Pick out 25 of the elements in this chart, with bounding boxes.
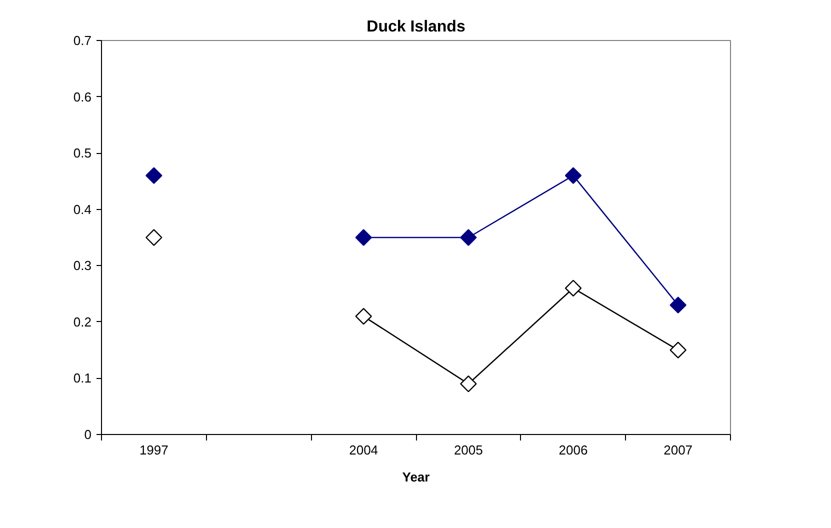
point [146,229,162,246]
x-tick-label: 2005 [454,442,483,458]
x-tick-label: 2004 [349,442,378,458]
point [564,167,582,184]
y-tick-label: 0.7 [73,33,92,48]
point [460,229,477,246]
x-axis-title: Year [402,470,430,484]
y-tick-label: 0.5 [73,146,92,161]
x-tick-label: 1997 [139,442,168,458]
y-tick-label: 0 [84,427,92,442]
y-tick-label: 0.4 [73,202,92,217]
x-tick-label: 2007 [664,442,693,458]
point [146,167,162,184]
y-tick-label: 0.3 [73,258,92,274]
chart-title: Duck Islands [366,18,466,36]
y-tick-label: 0.6 [73,89,92,104]
x-tick-label: 2006 [558,442,588,458]
y-tick-label: 0.2 [73,314,92,330]
point [355,308,372,325]
point [355,229,372,246]
point [460,375,477,392]
point [564,280,582,297]
y-tick-label: 0.1 [73,370,92,386]
point [670,296,686,314]
point [670,342,686,358]
